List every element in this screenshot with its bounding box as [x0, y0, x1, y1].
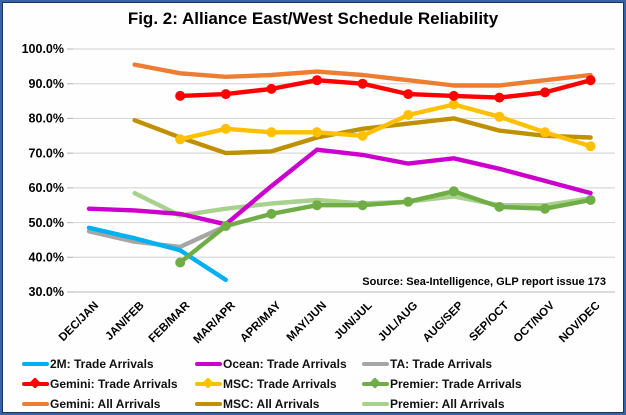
x-axis-label: MAY/JUN [285, 300, 329, 344]
y-axis-label: 40.0% [29, 250, 64, 264]
series-line-2m-trade-arrivals [86, 225, 229, 283]
data-point-msc-trade-arrivals [266, 127, 277, 138]
legend-item-premier-trade-arrivals: Premier: Trade Arrivals [362, 377, 620, 391]
x-axis-label: OCT/NOV [512, 299, 558, 345]
data-point-premier-trade-arrivals [175, 257, 186, 268]
data-point-gemini-trade-arrivals [312, 75, 322, 86]
data-point-msc-trade-arrivals [357, 130, 368, 141]
data-point-gemini-trade-arrivals [266, 83, 277, 94]
data-point-premier-trade-arrivals [266, 208, 277, 219]
series-line-ocean-trade-arrivals [86, 147, 593, 227]
data-point-gemini-trade-arrivals [540, 87, 550, 98]
data-point-msc-trade-arrivals [220, 123, 231, 134]
legend-item-ta-trade-arrivals: TA: Trade Arrivals [362, 357, 620, 371]
series-line-premier-trade-arrivals [177, 189, 593, 265]
y-axis-label: 100.0% [22, 42, 64, 56]
legend-item-premier-all-arrivals: Premier: All Arrivals [362, 397, 620, 411]
series-line-gemini-all-arrivals [132, 62, 593, 88]
y-axis-label: 30.0% [29, 285, 64, 299]
legend-swatch [195, 377, 222, 389]
data-point-premier-trade-arrivals [312, 200, 322, 211]
legend-swatch [195, 402, 222, 406]
data-point-gemini-trade-arrivals [175, 90, 186, 101]
legend-item-gemini-all-arrivals: Gemini: All Arrivals [22, 397, 195, 411]
series-line-gemini-trade-arrivals [177, 77, 593, 100]
y-axis-label: 50.0% [29, 216, 64, 230]
data-point-msc-trade-arrivals [175, 134, 186, 145]
x-axis-label: JAN/FEB [103, 300, 146, 343]
x-axis-label: NOV/DEC [557, 300, 603, 346]
legend-item-2m-trade-arrivals: 2M: Trade Arrivals [22, 357, 195, 371]
y-axis-label: 90.0% [29, 77, 64, 91]
data-point-msc-trade-arrivals [540, 127, 550, 138]
y-axis-label: 80.0% [29, 112, 64, 126]
y-axis-label: 60.0% [29, 181, 64, 195]
legend-label: MSC: All Arrivals [223, 397, 320, 411]
x-axis-label: FEB/MAR [147, 299, 193, 345]
data-point-premier-trade-arrivals [585, 195, 596, 205]
source-label: Source: Sea-Intelligence, GLP report iss… [362, 276, 606, 288]
x-axis-label: AUG/SEP [421, 299, 466, 344]
legend-label: Premier: All Arrivals [390, 397, 505, 411]
legend-item-msc-all-arrivals: MSC: All Arrivals [195, 397, 362, 411]
data-point-gemini-trade-arrivals [448, 90, 459, 101]
legend-label: TA: Trade Arrivals [390, 357, 493, 371]
data-point-gemini-trade-arrivals [220, 89, 231, 100]
data-point-premier-trade-arrivals [448, 186, 459, 197]
data-point-premier-trade-arrivals [540, 203, 550, 214]
legend-marker-icon [369, 377, 381, 389]
legend-label: MSC: Trade Arrivals [223, 377, 337, 391]
legend-swatch [22, 362, 49, 366]
legend-label: Gemini: Trade Arrivals [50, 377, 178, 391]
legend-label: Gemini: All Arrivals [50, 397, 161, 411]
legend-swatch [362, 362, 389, 366]
legend-item-gemini-trade-arrivals: Gemini: Trade Arrivals [22, 377, 195, 391]
data-point-msc-trade-arrivals [403, 110, 414, 120]
x-axis-label: JUL/AUG [376, 300, 420, 344]
data-point-msc-trade-arrivals [494, 111, 505, 122]
chart-legend: 2M: Trade Arrivals Ocean: Trade Arrivals T… [22, 354, 620, 413]
x-axis-label: APR/MAY [238, 299, 283, 344]
data-point-premier-trade-arrivals [494, 201, 505, 212]
legend-swatch [22, 402, 49, 406]
reliability-line-chart: 100.0% 90.0% 80.0% 70.0% 60.0% 50.0% 40.0% 30.0… [22, 42, 615, 346]
legend-label: Ocean: Trade Arrivals [223, 357, 347, 371]
data-point-premier-trade-arrivals [403, 196, 414, 207]
legend-item-msc-trade-arrivals: MSC: Trade Arrivals [195, 377, 362, 391]
x-axis-label: JUN/JUL [332, 300, 374, 342]
y-axis-label: 70.0% [29, 146, 64, 160]
x-axis-label: MAR/APR [191, 299, 238, 346]
legend-swatch [362, 402, 389, 406]
legend-marker-icon [29, 377, 41, 389]
legend-swatch [22, 377, 49, 389]
legend-marker-icon [202, 377, 214, 389]
data-point-gemini-trade-arrivals [403, 89, 414, 100]
legend-label: Premier: Trade Arrivals [390, 377, 522, 391]
legend-swatch [362, 377, 389, 389]
legend-label: 2M: Trade Arrivals [50, 357, 154, 371]
series-line-msc-trade-arrivals [177, 102, 593, 149]
x-axis-label: DEC/JAN [57, 300, 101, 344]
x-axis-label: SEP/OCT [467, 300, 511, 344]
data-point-gemini-trade-arrivals [357, 78, 368, 89]
data-point-gemini-trade-arrivals [585, 75, 596, 86]
data-point-msc-trade-arrivals [448, 99, 459, 110]
data-point-msc-trade-arrivals [585, 141, 596, 152]
chart-title: Fig. 2: Alliance East/West Schedule Reli… [127, 9, 499, 28]
series-line-msc-all-arrivals [132, 116, 593, 156]
data-point-gemini-trade-arrivals [494, 92, 505, 103]
data-point-premier-trade-arrivals [220, 221, 231, 231]
legend-swatch [195, 362, 222, 366]
data-point-premier-trade-arrivals [357, 200, 368, 211]
legend-item-ocean-trade-arrivals: Ocean: Trade Arrivals [195, 357, 362, 371]
data-point-msc-trade-arrivals [312, 127, 322, 138]
